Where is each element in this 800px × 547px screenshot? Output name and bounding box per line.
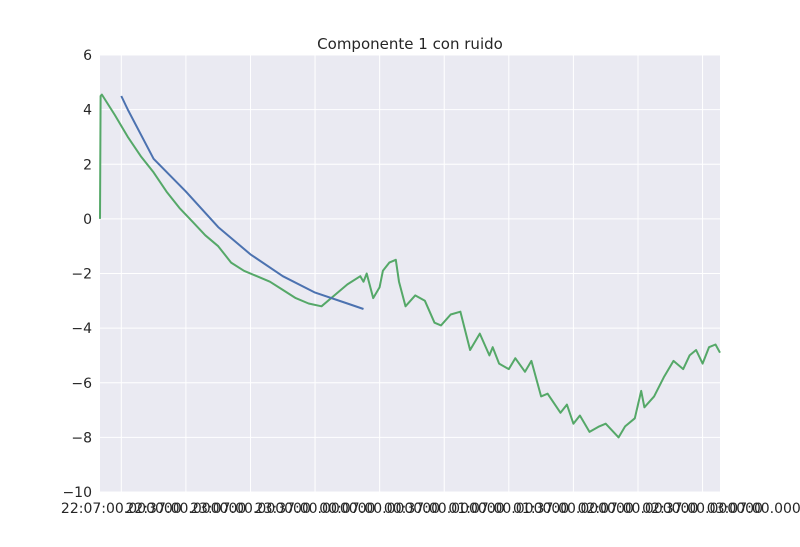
x-tick-label: 01:37:00.000000 <box>513 501 634 517</box>
y-tick-label: 4 <box>83 103 92 119</box>
x-tick-label: 00:37:00.000000 <box>384 501 505 517</box>
x-tick-label: 03:07:00.000000 <box>707 501 800 517</box>
grid-lines <box>100 54 720 493</box>
y-tick-label: 6 <box>83 48 92 64</box>
x-tick-label: 23:37:00.000000 <box>255 501 376 517</box>
x-tick-label: 22:37:00.000000 <box>126 501 247 517</box>
y-tick-label: 2 <box>83 157 92 173</box>
y-tick-label: −2 <box>71 267 92 283</box>
series-line-0 <box>120 95 364 310</box>
series-layer <box>99 93 721 439</box>
x-tick-label: 22:07:00.000000 <box>61 501 182 517</box>
x-axis: 22:07:00.00000022:37:00.00000023:07:00.0… <box>61 501 800 517</box>
y-axis: 6 4 2 0 −2 −4 −6 −8 −10 <box>62 48 92 501</box>
y-tick-label: 0 <box>83 212 92 228</box>
x-tick-label: 01:07:00.000000 <box>448 501 569 517</box>
series-line-1 <box>99 93 721 439</box>
x-tick-label: 00:07:00.000000 <box>319 501 440 517</box>
x-tick-label: 02:37:00.000000 <box>642 501 763 517</box>
chart-title: Componente 1 con ruido <box>317 35 503 53</box>
y-tick-label: −10 <box>62 485 92 501</box>
y-tick-label: −6 <box>71 376 92 392</box>
x-tick-label: 02:07:00.000000 <box>578 501 699 517</box>
y-tick-label: −8 <box>71 430 92 446</box>
y-tick-label: −4 <box>71 321 92 337</box>
x-tick-label: 23:07:00.000000 <box>190 501 311 517</box>
